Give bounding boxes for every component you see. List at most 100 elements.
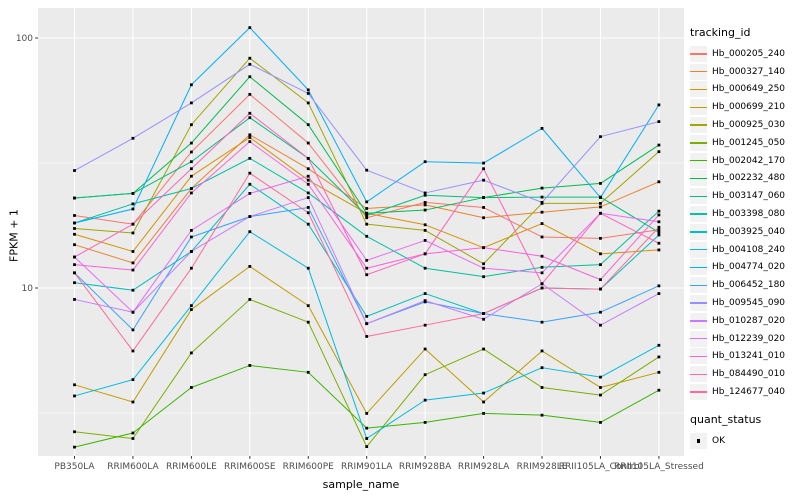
legend: tracking_id Hb_000205_240 Hb_000327_140 Hb… [690, 26, 798, 450]
legend-item-label: Hb_002232_480 [712, 173, 786, 184]
series-color-line [690, 302, 707, 304]
legend-item-label: Hb_003925_040 [712, 226, 786, 237]
black-square-point-icon [697, 439, 701, 443]
legend-item-label: Hb_000327_140 [712, 66, 786, 77]
legend-item-label: Hb_003147_060 [712, 191, 786, 202]
x-tick-label: RRIM901LA [341, 462, 393, 472]
series-color-line [690, 159, 707, 162]
legend-key-line-icon [690, 330, 707, 347]
legend-item-label: OK [712, 435, 725, 446]
legend-key-line-icon [690, 134, 707, 151]
x-tick-label: RRIM600LE [166, 462, 217, 472]
legend-item-label: Hb_002042_170 [712, 155, 786, 166]
legend-key-line-icon [690, 277, 707, 294]
legend-item-label: Hb_000649_250 [712, 84, 786, 95]
series-color-line [690, 391, 707, 393]
legend-item: Hb_000925_030 [690, 116, 798, 134]
quant-status-legend: quant_status OK [690, 413, 798, 450]
legend-item: Hb_004774_020 [690, 259, 798, 277]
series-color-line [690, 213, 707, 215]
legend-item: Hb_009545_090 [690, 294, 798, 312]
x-tick-label: PB350LA [54, 462, 95, 472]
x-tick-label: RRIM928BA [399, 462, 452, 472]
legend-item: Hb_003925_040 [690, 223, 798, 241]
legend-key-line-icon [690, 81, 707, 98]
legend-item: Hb_013241_010 [690, 348, 798, 366]
series-color-line [690, 373, 707, 375]
legend-item-ok: OK [690, 432, 798, 450]
legend-items: Hb_000205_240 Hb_000327_140 Hb_000649_250 H… [690, 45, 798, 401]
legend-item: Hb_000699_210 [690, 98, 798, 116]
series-color-line [690, 337, 707, 340]
x-tick-label: RRIM600SE [224, 462, 276, 472]
legend-key-line-icon [690, 188, 707, 205]
series-color-line [690, 53, 707, 55]
legend-key-line-icon [690, 223, 707, 240]
series-color-line [690, 355, 707, 358]
legend-item-label: Hb_001245_050 [712, 137, 786, 148]
legend-item-label: Hb_013241_010 [712, 351, 786, 362]
legend-item-label: Hb_012239_020 [712, 333, 786, 344]
legend-title-tracking-id: tracking_id [690, 26, 751, 39]
legend-item-label: Hb_124677_040 [712, 387, 786, 398]
legend-item-label: Hb_010287_020 [712, 315, 786, 326]
legend-key-line-icon [690, 63, 707, 80]
quant-ok-key [690, 432, 707, 449]
legend-item-label: Hb_003398_080 [712, 209, 786, 220]
series-color-line [690, 231, 707, 233]
legend-item: Hb_003147_060 [690, 187, 798, 205]
series-color-line [690, 284, 707, 286]
x-tick-label: RRII105LA_Stressed [614, 462, 704, 472]
legend-item: Hb_012239_020 [690, 330, 798, 348]
legend-key-line-icon [690, 152, 707, 169]
legend-item-label: Hb_000699_210 [712, 102, 786, 113]
legend-item: Hb_001245_050 [690, 134, 798, 152]
legend-key-line-icon [690, 312, 707, 329]
series-color-line [690, 106, 707, 108]
series-color-line [690, 248, 707, 251]
legend-key-line-icon [690, 241, 707, 258]
legend-key-line-icon [690, 348, 707, 365]
y-tick-label: 10 [22, 284, 34, 294]
x-tick-label: RRIM928LE [517, 462, 568, 472]
legend-item: Hb_002042_170 [690, 152, 798, 170]
y-tick-label: 100 [16, 34, 33, 44]
legend-item: Hb_124677_040 [690, 383, 798, 401]
x-tick-label: RRIM600PE [283, 462, 335, 472]
legend-title-quant-status: quant_status [690, 412, 762, 426]
legend-item: Hb_006452_180 [690, 276, 798, 294]
legend-item-label: Hb_000205_240 [712, 48, 786, 59]
legend-key-line-icon [690, 99, 707, 116]
legend-item: Hb_003398_080 [690, 205, 798, 223]
series-color-line [690, 320, 707, 322]
legend-item: Hb_000649_250 [690, 81, 798, 99]
x-tick-label: RRIM928LA [458, 462, 510, 472]
series-color-line [690, 88, 707, 91]
legend-key-line-icon [690, 117, 707, 134]
legend-item: Hb_000205_240 [690, 45, 798, 63]
x-tick-label: RRIM600LA [107, 462, 159, 472]
legend-item: Hb_084490_010 [690, 365, 798, 383]
series-color-line [690, 177, 707, 180]
series-color-line [690, 266, 707, 269]
legend-item: Hb_004108_240 [690, 241, 798, 259]
x-tick-label: RRII105LA_Control [559, 462, 642, 472]
series-color-line [690, 70, 707, 73]
legend-key-line-icon [690, 366, 707, 383]
legend-key-line-icon [690, 170, 707, 187]
legend-key-line-icon [690, 259, 707, 276]
legend-item-label: Hb_004774_020 [712, 262, 786, 273]
legend-item-label: Hb_009545_090 [712, 298, 786, 309]
legend-key-line-icon [690, 295, 707, 312]
legend-item-label: Hb_006452_180 [712, 280, 786, 291]
series-color-line [690, 142, 707, 144]
legend-item-label: Hb_004108_240 [712, 244, 786, 255]
series-color-line [690, 195, 707, 197]
y-axis-title: FPKM + 1 [7, 209, 21, 262]
legend-key-line-icon [690, 384, 707, 401]
legend-key-line-icon [690, 45, 707, 62]
legend-item-label: Hb_000925_030 [712, 120, 786, 131]
series-color-line [690, 124, 707, 126]
